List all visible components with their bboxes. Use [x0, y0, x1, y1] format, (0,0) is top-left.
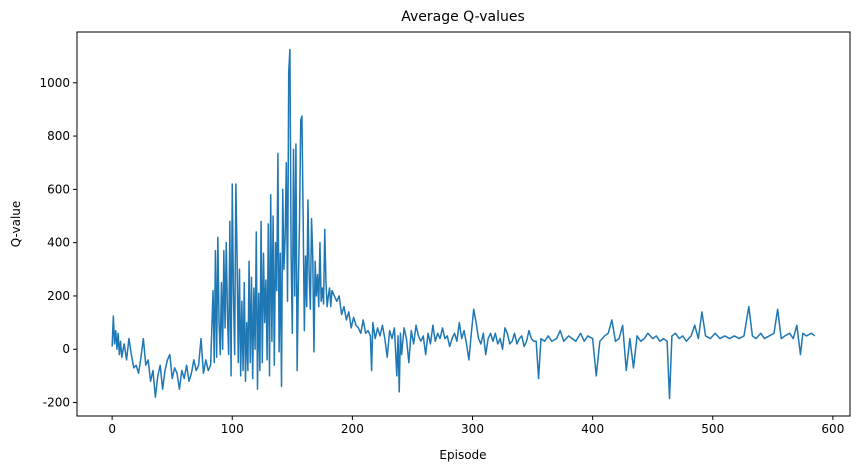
- y-tick-label: 400: [47, 236, 70, 250]
- x-axis-label: Episode: [439, 448, 486, 462]
- x-tick-label: 100: [221, 422, 244, 436]
- chart-title: Average Q-values: [401, 9, 525, 25]
- y-tick-label: 200: [47, 289, 70, 303]
- y-tick-label: 600: [47, 182, 70, 196]
- x-tick-label: 400: [581, 422, 604, 436]
- x-tick-label: 600: [821, 422, 844, 436]
- y-tick-label: -200: [43, 396, 70, 410]
- x-tick-label: 500: [701, 422, 724, 436]
- y-tick-label: 1000: [39, 76, 70, 90]
- data-line: [111, 48, 816, 400]
- y-tick-label: 800: [47, 129, 70, 143]
- x-tick-label: 300: [461, 422, 484, 436]
- x-tick-label: 200: [341, 422, 364, 436]
- y-tick-label: 0: [62, 342, 70, 356]
- plot-frame: [76, 31, 851, 417]
- x-tick-label: 0: [108, 422, 116, 436]
- y-axis-label: Q-value: [9, 201, 23, 248]
